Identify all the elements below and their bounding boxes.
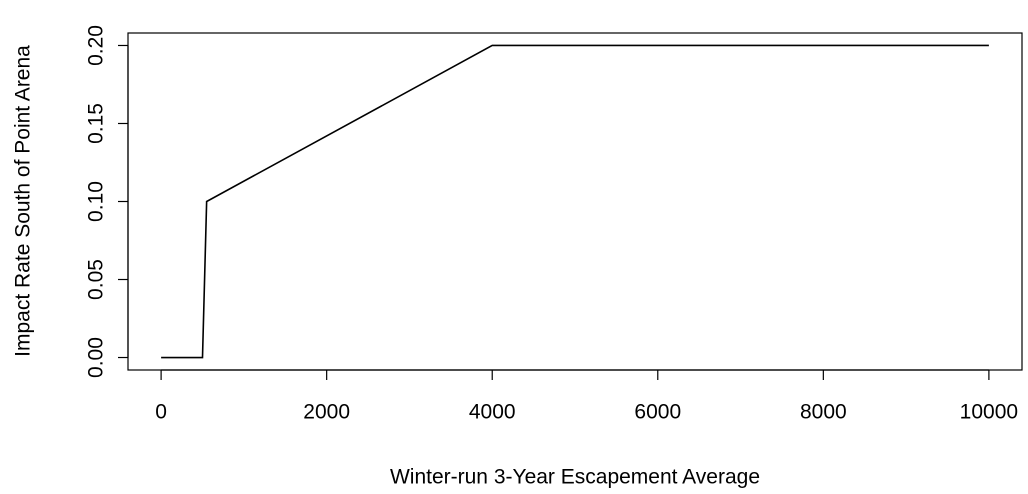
x-tick-label: 6000	[634, 401, 681, 424]
x-tick-label: 10000	[960, 401, 1018, 424]
y-tick-label: 0.00	[85, 337, 108, 378]
y-axis-title: Impact Rate South of Point Arena	[12, 45, 35, 357]
y-tick-label: 0.15	[85, 103, 108, 144]
x-axis-title: Winter-run 3-Year Escapement Average	[390, 466, 760, 489]
plot-frame	[127, 32, 1023, 371]
x-tick-label: 8000	[800, 401, 847, 424]
x-tick-label: 2000	[303, 401, 350, 424]
y-tick-label: 0.20	[85, 25, 108, 66]
y-tick-label: 0.10	[85, 181, 108, 222]
x-tick-label: 0	[155, 401, 167, 424]
y-tick-label: 0.05	[85, 259, 108, 300]
data-line	[161, 44, 989, 359]
x-tick-label: 4000	[469, 401, 516, 424]
